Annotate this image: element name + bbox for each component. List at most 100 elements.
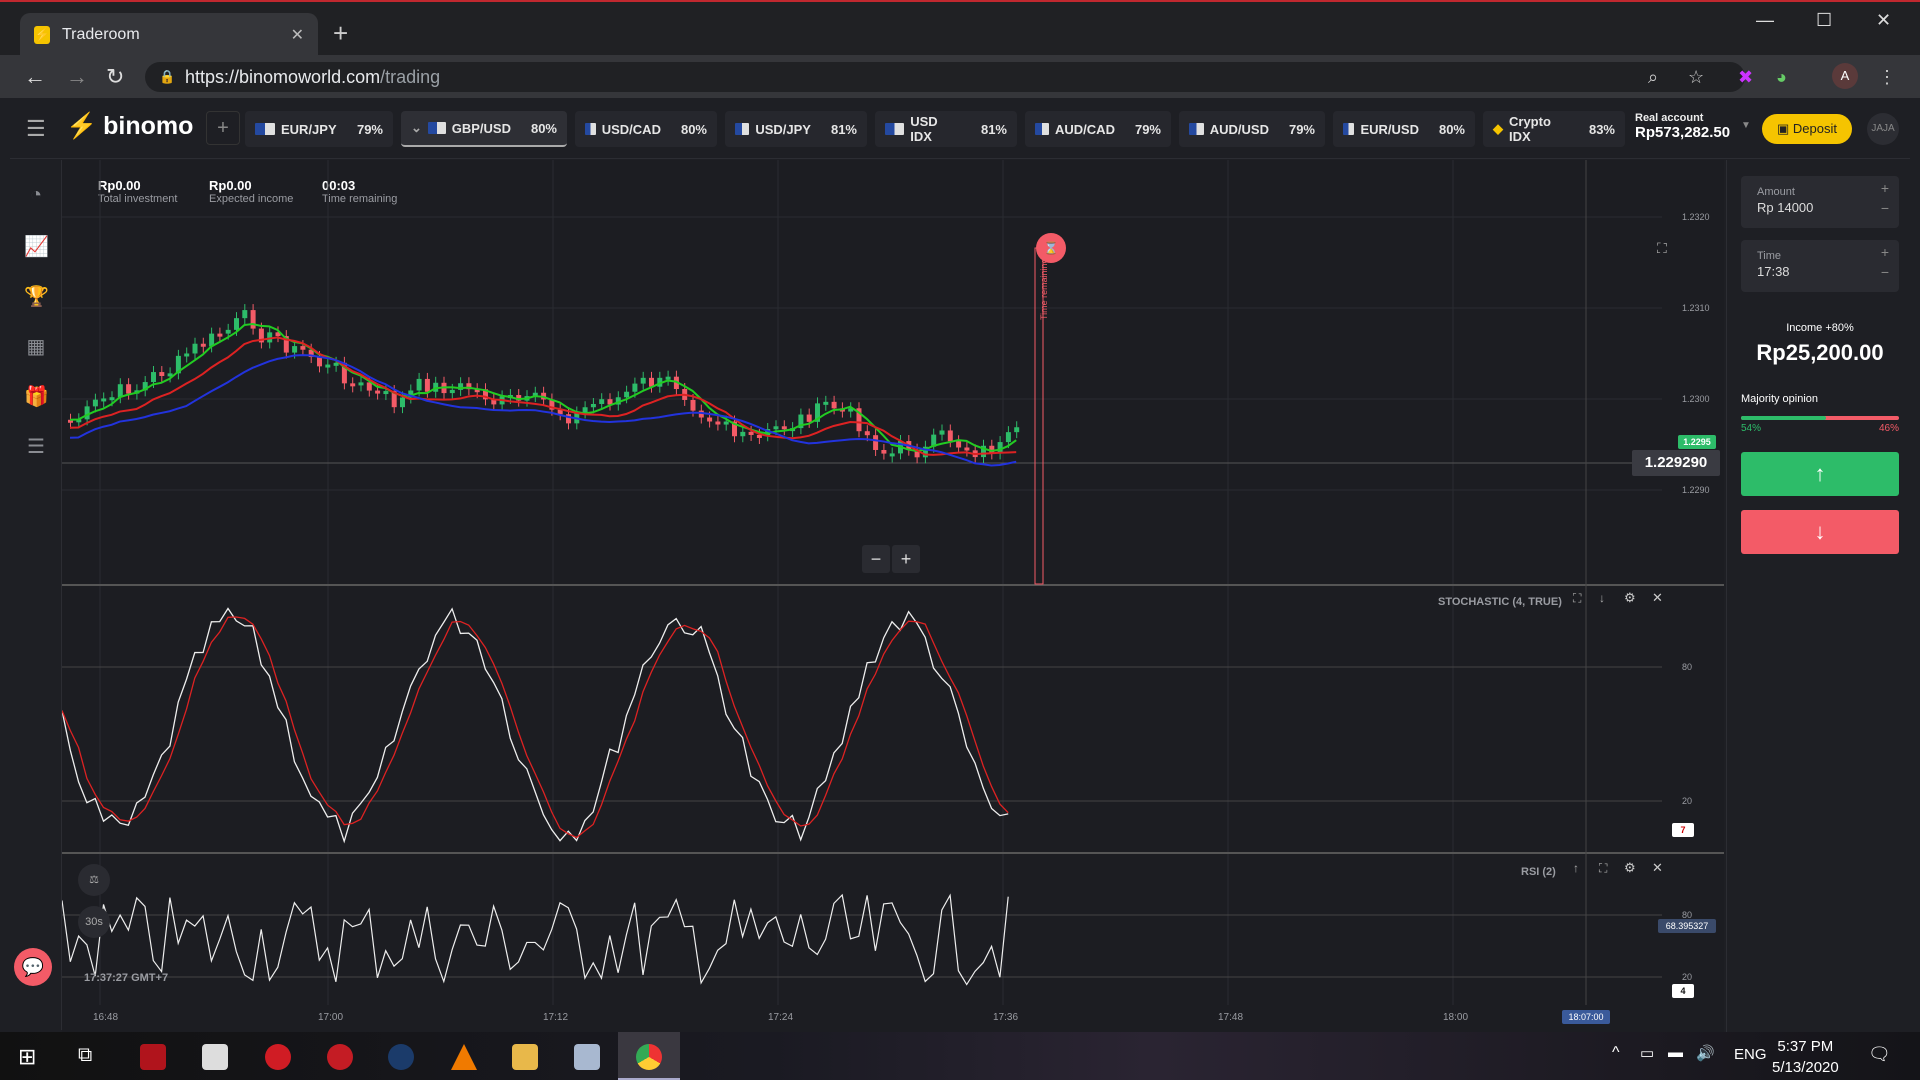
asset-tab-aud-cad[interactable]: AUD/CAD 79% <box>1025 111 1171 147</box>
account-selector[interactable]: Real account Rp573,282.50 <box>1635 112 1730 141</box>
amount-plus-icon[interactable]: + <box>1880 180 1889 196</box>
notification-icon[interactable]: 🗨 <box>1868 1044 1891 1064</box>
amount-minus-icon[interactable]: − <box>1880 200 1889 216</box>
rsi-move-up-icon[interactable]: ↑ <box>1573 861 1579 875</box>
photos-icon[interactable] <box>574 1044 600 1070</box>
candle <box>474 389 480 393</box>
asset-tab-aud-usd[interactable]: AUD/USD 79% <box>1179 111 1325 147</box>
security-app-icon[interactable] <box>327 1044 353 1070</box>
chart-icon[interactable]: 📈 <box>24 236 49 258</box>
add-asset-button[interactable]: + <box>206 111 240 145</box>
asset-tab-eur-usd[interactable]: EUR/USD 80% <box>1333 111 1475 147</box>
candle <box>773 426 779 430</box>
rsi-expand-icon[interactable]: ⛶ <box>1599 861 1608 875</box>
rsi-settings-icon[interactable]: ⚙ <box>1624 860 1636 875</box>
zoom-in-button[interactable]: + <box>892 545 920 573</box>
flag-icon <box>1189 123 1204 135</box>
url-field[interactable]: 🔒 https://binomoworld.com/trading <box>145 62 1745 92</box>
expiry-flag-icon[interactable]: ⌛ <box>1036 233 1066 263</box>
asset-tab-eur-jpy[interactable]: EUR/JPY 79% <box>245 111 393 147</box>
zoom-icon[interactable]: ⌕ <box>1648 67 1659 87</box>
trading-icon[interactable]: ◔ <box>29 184 43 206</box>
stoch-settings-icon[interactable]: ⚙ <box>1624 590 1636 605</box>
tray-chevron-icon[interactable]: ^ <box>1612 1044 1620 1061</box>
calendar-icon[interactable]: ▦ <box>26 336 46 358</box>
chart-area[interactable]: Rp0.00 Total investment Rp0.00 Expected … <box>62 160 1724 1032</box>
asset-tab-usd-idx[interactable]: USD IDX 81% <box>875 111 1017 147</box>
game-app-icon[interactable] <box>140 1044 166 1070</box>
candle <box>225 329 231 334</box>
close-window-icon[interactable]: ✕ <box>1876 10 1892 30</box>
candle <box>325 364 331 368</box>
majority-bar <box>1741 416 1899 420</box>
candle <box>333 362 339 366</box>
maximize-icon[interactable]: ☐ <box>1816 10 1833 30</box>
candle <box>483 389 488 400</box>
file-explorer-icon[interactable] <box>512 1044 538 1070</box>
logo[interactable]: ⚡ binomo <box>66 112 193 141</box>
extension-2-icon[interactable]: ◕ <box>1776 67 1787 87</box>
time-minus-icon[interactable]: − <box>1880 264 1889 280</box>
gift-icon[interactable]: 🎁 <box>24 386 49 408</box>
asset-tab-usd-jpy[interactable]: USD/JPY 81% <box>725 111 867 147</box>
amount-field[interactable]: Amount Rp 14000 + − <box>1741 176 1899 228</box>
rsi-level-label: 20 <box>1682 972 1693 982</box>
close-tab-icon[interactable]: ✕ <box>290 27 304 44</box>
volume-icon[interactable]: 🔊 <box>1696 1045 1715 1062</box>
price-chart-svg[interactable] <box>62 160 1724 1032</box>
account-chevron-icon[interactable]: ▼ <box>1741 120 1751 131</box>
chat-icon[interactable]: 💬 <box>14 948 52 986</box>
asset-tab-gbp-usd[interactable]: ⌄ GBP/USD 80% <box>401 111 567 147</box>
stoch-close-icon[interactable]: ✕ <box>1652 590 1663 605</box>
deposit-button[interactable]: ▣ Deposit <box>1762 114 1852 144</box>
steam-icon[interactable] <box>388 1044 414 1070</box>
browser-menu-icon[interactable]: ⋮ <box>1878 67 1896 87</box>
windows-start-icon[interactable]: ⊞ <box>18 1044 37 1069</box>
time-field[interactable]: Time 17:38 + − <box>1741 240 1899 292</box>
vlc-icon[interactable] <box>451 1044 477 1070</box>
forward-icon[interactable]: → <box>66 64 88 89</box>
asset-tab-usd-cad[interactable]: USD/CAD 80% <box>575 111 717 147</box>
stoch-move-down-icon[interactable]: ↓ <box>1599 591 1605 605</box>
candle <box>458 383 464 390</box>
time-label: Time <box>1757 250 1782 262</box>
settings-sliders-icon[interactable]: ☰ <box>27 436 45 458</box>
reload-icon[interactable]: ↻ <box>106 64 125 89</box>
buy-up-button[interactable]: ↑ <box>1741 452 1899 496</box>
indicators-button[interactable]: ⚖ <box>78 864 110 896</box>
time-plus-icon[interactable]: + <box>1880 244 1889 260</box>
interval-button[interactable]: 30s <box>78 906 110 938</box>
asset-tab-crypto-idx[interactable]: ◆ Crypto IDX 83% <box>1483 111 1625 147</box>
minimize-icon[interactable]: — <box>1756 10 1774 30</box>
trophy-icon[interactable]: 🏆 <box>24 286 49 308</box>
stoch-expand-icon[interactable]: ⛶ <box>1573 591 1582 605</box>
stoch-value-badge: 7 <box>1672 823 1694 837</box>
network-icon[interactable]: ▭ <box>1640 1045 1655 1062</box>
hamburger-menu-icon[interactable]: ☰ <box>26 116 46 141</box>
browser-tab[interactable]: ⚡ Traderoom ✕ <box>20 13 318 57</box>
sell-down-button[interactable]: ↓ <box>1741 510 1899 554</box>
profile-avatar-icon[interactable]: A <box>1832 63 1858 89</box>
candle <box>400 397 405 408</box>
extension-icon[interactable]: ✖ <box>1738 67 1754 87</box>
battery-icon[interactable]: ▬ <box>1668 1044 1683 1061</box>
store-icon[interactable] <box>202 1044 228 1070</box>
expected-income-value: Rp0.00 <box>209 178 252 193</box>
task-view-icon[interactable]: ⧉ <box>78 1044 93 1066</box>
candle <box>873 435 879 450</box>
avatar[interactable]: JAJA <box>1867 113 1899 145</box>
rsi-close-icon[interactable]: ✕ <box>1652 860 1663 875</box>
back-icon[interactable]: ← <box>24 64 46 89</box>
candle <box>532 392 538 397</box>
whatsapp-icon[interactable] <box>265 1044 291 1070</box>
url-host: https://binomoworld.com <box>185 66 381 87</box>
candle <box>151 372 156 383</box>
fullscreen-icon[interactable]: ⛶ <box>1657 240 1667 256</box>
language-indicator[interactable]: ENG <box>1734 1046 1767 1063</box>
candle <box>798 414 804 429</box>
bookmark-star-icon[interactable]: ☆ <box>1688 67 1705 87</box>
chrome-icon[interactable] <box>636 1044 662 1070</box>
system-clock[interactable]: 5:37 PM 5/13/2020 <box>1772 1036 1839 1078</box>
zoom-out-button[interactable]: − <box>862 545 890 573</box>
new-tab-button[interactable]: + <box>333 18 349 48</box>
